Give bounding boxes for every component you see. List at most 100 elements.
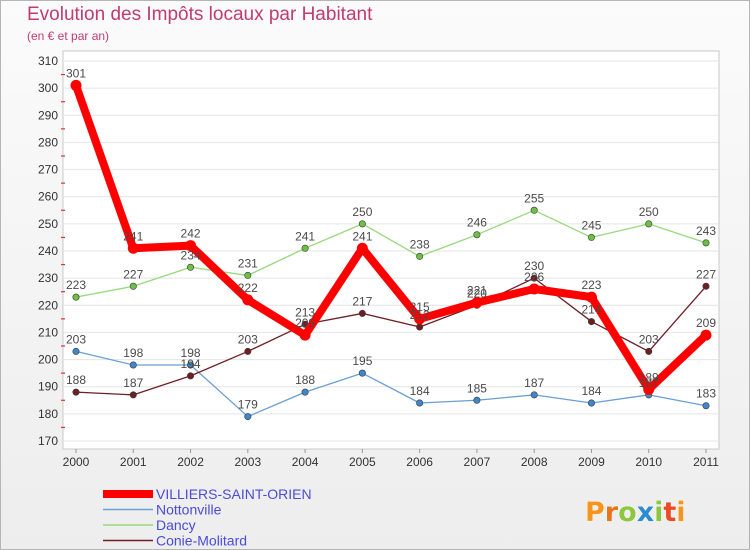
data-label-nottonville-2001: 198 xyxy=(123,346,143,360)
data-point-villiers-saint-orien-2011 xyxy=(700,329,712,341)
data-label-conie-molitard-2008: 230 xyxy=(524,259,544,273)
data-point-nottonville-2009 xyxy=(587,399,595,407)
data-label-villiers-saint-orien-2006: 215 xyxy=(410,300,430,314)
data-label-nottonville-2006: 184 xyxy=(410,384,430,398)
data-label-conie-molitard-2002: 194 xyxy=(181,357,201,371)
logo-letter: P xyxy=(585,497,605,528)
legend-label-villiers-saint-orien: VILLIERS-SAINT-ORIEN xyxy=(156,486,312,502)
chart-title: Evolution des Impôts locaux par Habitant xyxy=(27,4,373,25)
legend-label-dancy: Dancy xyxy=(156,517,196,533)
data-point-nottonville-2008 xyxy=(530,391,538,399)
data-label-nottonville-2003: 179 xyxy=(238,398,258,412)
data-point-nottonville-2007 xyxy=(473,396,481,404)
logo-letter: o xyxy=(618,497,637,528)
data-label-nottonville-2004: 188 xyxy=(295,373,315,387)
data-label-villiers-saint-orien-2008: 226 xyxy=(524,270,544,284)
y-tick-label: 270 xyxy=(38,163,58,177)
y-tick-label: 310 xyxy=(38,54,58,68)
data-label-nottonville-2005: 195 xyxy=(352,354,372,368)
data-point-villiers-saint-orien-2008 xyxy=(528,283,540,295)
data-label-conie-molitard-2011: 227 xyxy=(696,267,716,281)
x-tick-label: 2011 xyxy=(693,455,719,469)
data-label-villiers-saint-orien-2009: 223 xyxy=(581,278,601,292)
data-point-dancy-2003 xyxy=(244,271,252,279)
y-tick-label: 240 xyxy=(38,244,58,258)
data-label-nottonville-2007: 185 xyxy=(467,381,487,395)
data-point-villiers-saint-orien-2005 xyxy=(356,242,368,254)
data-point-conie-molitard-2009 xyxy=(587,318,595,326)
data-label-nottonville-2011: 183 xyxy=(696,387,716,401)
data-label-dancy-2008: 255 xyxy=(524,191,544,205)
data-label-villiers-saint-orien-2003: 222 xyxy=(238,281,258,295)
data-label-villiers-saint-orien-2000: 301 xyxy=(66,66,86,80)
data-label-conie-molitard-2010: 203 xyxy=(639,332,659,346)
data-label-villiers-saint-orien-2007: 221 xyxy=(467,284,487,298)
y-tick-label: 290 xyxy=(38,108,58,122)
y-tick-label: 250 xyxy=(38,217,58,231)
data-point-conie-molitard-2000 xyxy=(72,388,80,396)
y-tick-label: 190 xyxy=(38,380,58,394)
data-label-villiers-saint-orien-2011: 209 xyxy=(696,316,716,330)
data-point-nottonville-2011 xyxy=(702,402,710,410)
data-point-villiers-saint-orien-2001 xyxy=(127,242,139,254)
data-label-dancy-2005: 250 xyxy=(352,205,372,219)
data-label-conie-molitard-2009: 214 xyxy=(581,303,601,317)
y-tick-label: 170 xyxy=(38,434,58,448)
data-point-villiers-saint-orien-2007 xyxy=(471,297,483,309)
y-tick-label: 280 xyxy=(38,135,58,149)
data-label-conie-molitard-2004: 213 xyxy=(295,305,315,319)
data-point-villiers-saint-orien-2010 xyxy=(643,383,655,395)
legend-label-nottonville: Nottonville xyxy=(156,502,222,518)
data-point-nottonville-2004 xyxy=(301,388,309,396)
data-point-nottonville-2002 xyxy=(187,361,195,369)
x-tick-label: 2008 xyxy=(521,455,548,469)
series-line-villiers-saint-orien xyxy=(72,81,710,394)
data-point-nottonville-2001 xyxy=(129,361,137,369)
data-point-dancy-2008 xyxy=(530,206,538,214)
data-point-conie-molitard-2001 xyxy=(129,391,137,399)
data-point-dancy-2002 xyxy=(187,263,195,271)
data-point-dancy-2006 xyxy=(416,252,424,260)
logo-letter: i xyxy=(676,497,685,528)
data-label-conie-molitard-2005: 217 xyxy=(352,294,372,308)
data-label-villiers-saint-orien-2004: 209 xyxy=(295,316,315,330)
data-point-nottonville-2003 xyxy=(244,413,252,421)
y-tick-label: 260 xyxy=(38,190,58,204)
data-label-conie-molitard-2000: 188 xyxy=(66,373,86,387)
data-point-conie-molitard-2002 xyxy=(187,372,195,380)
legend-label-conie-molitard: Conie-Molitard xyxy=(156,533,247,549)
data-label-nottonville-2010: 187 xyxy=(639,376,659,390)
data-label-conie-molitard-2003: 203 xyxy=(238,332,258,346)
x-tick-label: 2010 xyxy=(635,455,662,469)
data-label-dancy-2002: 234 xyxy=(181,248,201,262)
logo-letter: x xyxy=(637,497,654,528)
data-point-dancy-2004 xyxy=(301,244,309,252)
data-point-villiers-saint-orien-2006 xyxy=(414,313,426,325)
data-point-dancy-2007 xyxy=(473,231,481,239)
x-tick-label: 2004 xyxy=(292,455,319,469)
data-label-nottonville-2000: 203 xyxy=(66,332,86,346)
data-label-villiers-saint-orien-2001: 241 xyxy=(123,229,143,243)
series-line-dancy xyxy=(75,209,707,298)
logo-letter: r xyxy=(605,497,619,528)
data-point-conie-molitard-2005 xyxy=(358,309,366,317)
data-label-conie-molitard-2001: 187 xyxy=(123,376,143,390)
data-label-nottonville-2002: 198 xyxy=(181,346,201,360)
data-label-villiers-saint-orien-2005: 241 xyxy=(352,229,372,243)
data-label-dancy-2001: 227 xyxy=(123,267,143,281)
logo-letter: i xyxy=(654,497,663,528)
data-point-villiers-saint-orien-2003 xyxy=(242,294,254,306)
data-point-nottonville-2000 xyxy=(72,347,80,355)
x-tick-label: 2001 xyxy=(120,455,147,469)
data-label-dancy-2003: 231 xyxy=(238,256,258,270)
data-point-dancy-2010 xyxy=(645,220,653,228)
data-point-nottonville-2005 xyxy=(358,369,366,377)
data-point-villiers-saint-orien-2000 xyxy=(70,79,82,91)
data-point-conie-molitard-2006 xyxy=(416,323,424,331)
data-point-dancy-2001 xyxy=(129,282,137,290)
data-label-dancy-2004: 241 xyxy=(295,229,315,243)
y-tick-label: 230 xyxy=(38,271,58,285)
y-tick-label: 210 xyxy=(38,325,58,339)
y-tick-label: 180 xyxy=(38,407,58,421)
